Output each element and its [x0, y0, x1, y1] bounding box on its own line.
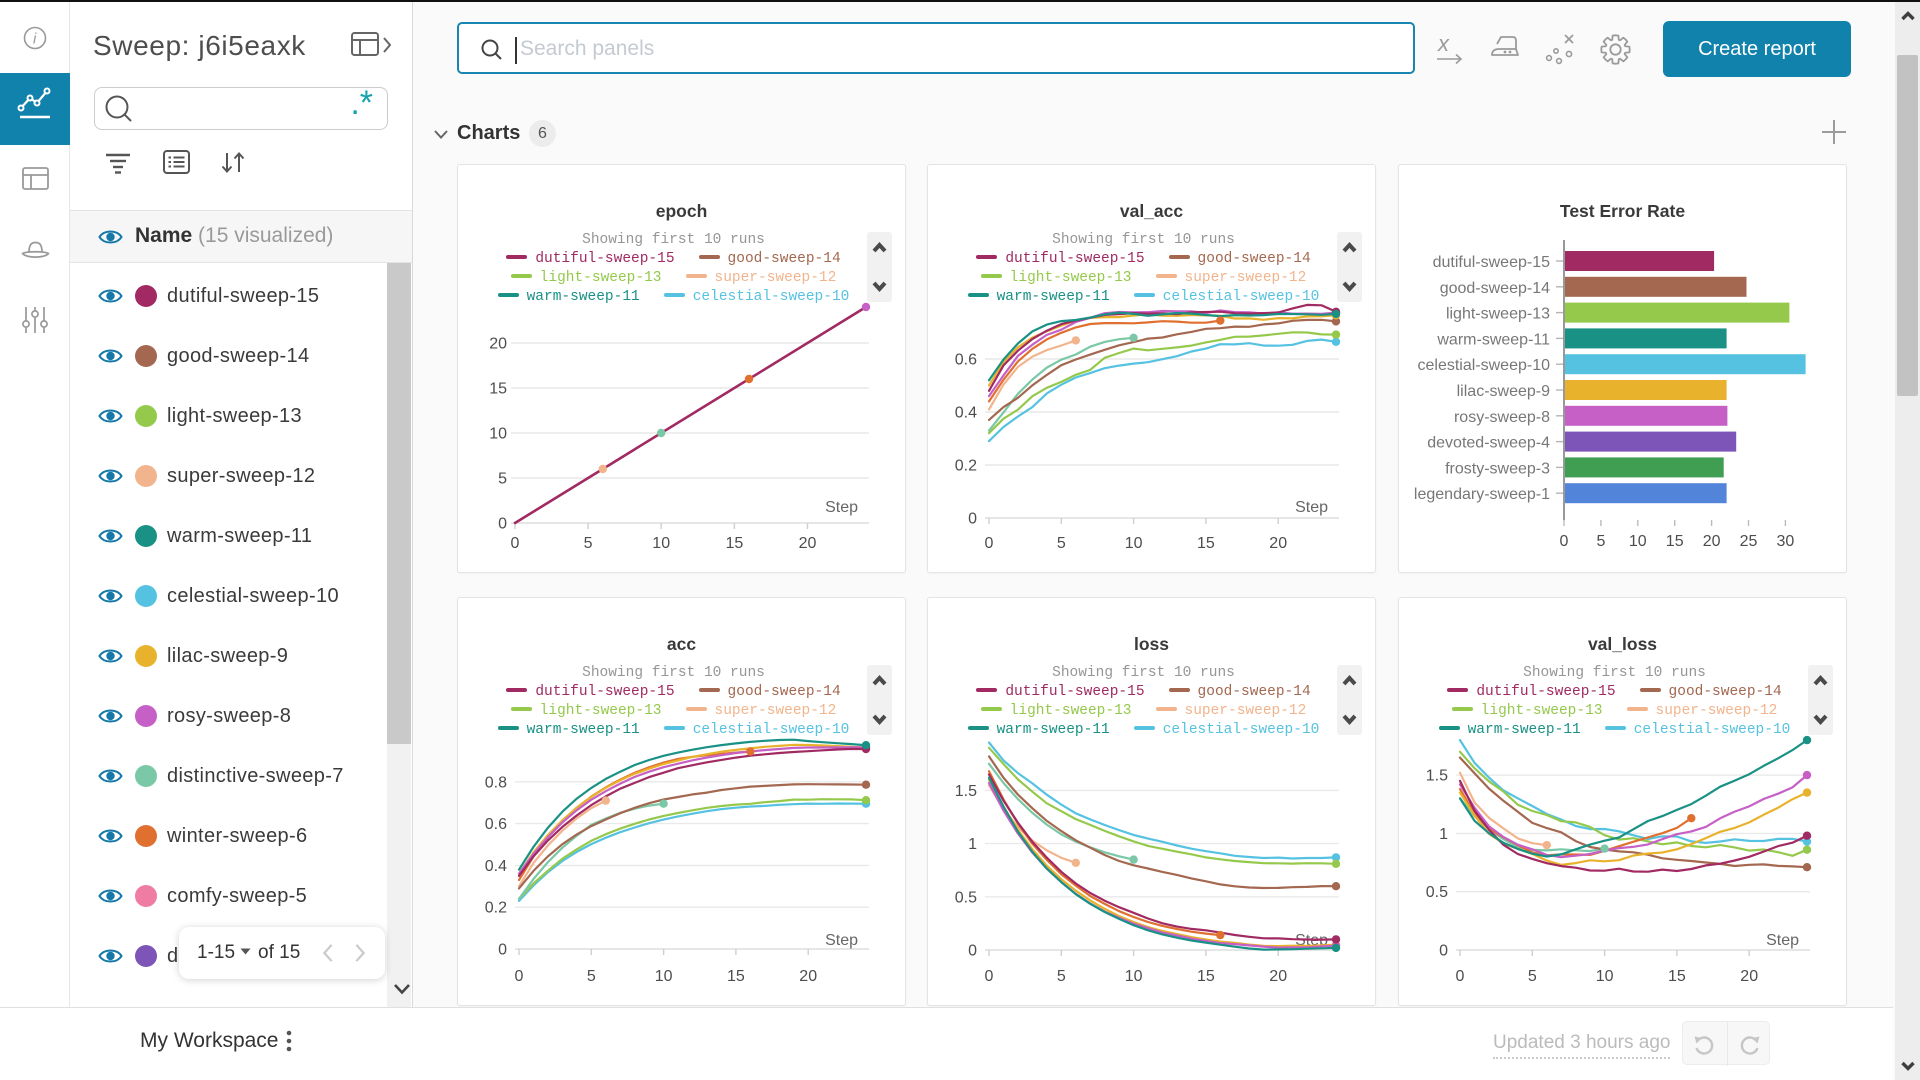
- svg-text:Step: Step: [825, 499, 858, 516]
- svg-text:5: 5: [1596, 533, 1605, 550]
- svg-text:0.2: 0.2: [485, 900, 507, 917]
- svg-text:15: 15: [1197, 968, 1215, 985]
- svg-text:0: 0: [968, 511, 977, 528]
- svg-text:0: 0: [1456, 968, 1465, 985]
- svg-text:1: 1: [968, 836, 977, 853]
- svg-text:5: 5: [1057, 535, 1066, 552]
- svg-text:5: 5: [587, 968, 596, 985]
- svg-text:25: 25: [1740, 533, 1758, 550]
- svg-text:30: 30: [1777, 533, 1795, 550]
- svg-text:i: i: [33, 31, 37, 48]
- svg-text:devoted-sweep-4: devoted-sweep-4: [1427, 435, 1550, 452]
- svg-text:10: 10: [489, 426, 507, 443]
- svg-text:10: 10: [652, 535, 670, 552]
- svg-text:1.5: 1.5: [1426, 768, 1448, 785]
- svg-text:light-sweep-13: light-sweep-13: [1446, 306, 1550, 323]
- svg-text:1.5: 1.5: [955, 783, 977, 800]
- svg-text:0.2: 0.2: [955, 458, 977, 475]
- svg-text:0.6: 0.6: [485, 816, 507, 833]
- svg-text:0.5: 0.5: [1426, 884, 1448, 901]
- svg-text:0.8: 0.8: [485, 774, 507, 791]
- svg-text:0: 0: [498, 942, 507, 959]
- svg-text:Step: Step: [1766, 932, 1799, 949]
- svg-text:15: 15: [726, 535, 744, 552]
- svg-text:0: 0: [968, 943, 977, 960]
- svg-text:celestial-sweep-10: celestial-sweep-10: [1417, 357, 1550, 374]
- svg-text:legendary-sweep-1: legendary-sweep-1: [1414, 486, 1550, 503]
- svg-text:good-sweep-14: good-sweep-14: [1440, 280, 1550, 297]
- svg-text:20: 20: [1269, 968, 1287, 985]
- svg-text:0: 0: [498, 516, 507, 533]
- svg-text:10: 10: [1629, 533, 1647, 550]
- svg-text:0: 0: [1560, 533, 1569, 550]
- svg-text:20: 20: [1703, 533, 1721, 550]
- svg-text:frosty-sweep-3: frosty-sweep-3: [1445, 460, 1550, 477]
- svg-text:15: 15: [1666, 533, 1684, 550]
- svg-text:15: 15: [727, 968, 745, 985]
- svg-text:Step: Step: [1295, 499, 1328, 516]
- svg-text:20: 20: [799, 968, 817, 985]
- svg-text:0: 0: [515, 968, 524, 985]
- svg-text:5: 5: [1057, 968, 1066, 985]
- svg-text:0.4: 0.4: [955, 405, 977, 422]
- svg-text:10: 10: [1125, 535, 1143, 552]
- svg-text:20: 20: [1269, 535, 1287, 552]
- svg-text:10: 10: [1596, 968, 1614, 985]
- svg-text:5: 5: [584, 535, 593, 552]
- svg-text:15: 15: [489, 381, 507, 398]
- svg-text:0: 0: [985, 535, 994, 552]
- svg-text:rosy-sweep-8: rosy-sweep-8: [1454, 409, 1550, 426]
- svg-text:10: 10: [655, 968, 673, 985]
- svg-text:Step: Step: [825, 932, 858, 949]
- svg-text:warm-sweep-11: warm-sweep-11: [1436, 331, 1550, 348]
- svg-text:0.6: 0.6: [955, 352, 977, 369]
- svg-text:dutiful-sweep-15: dutiful-sweep-15: [1433, 254, 1551, 271]
- svg-text:5: 5: [498, 471, 507, 488]
- svg-text:0: 0: [985, 968, 994, 985]
- svg-text:1: 1: [1439, 826, 1448, 843]
- svg-text:lilac-sweep-9: lilac-sweep-9: [1457, 383, 1550, 400]
- svg-text:20: 20: [799, 535, 817, 552]
- svg-text:x: x: [1437, 33, 1450, 56]
- svg-text:15: 15: [1197, 535, 1215, 552]
- svg-text:5: 5: [1528, 968, 1537, 985]
- svg-text:20: 20: [1740, 968, 1758, 985]
- svg-text:0.4: 0.4: [485, 858, 507, 875]
- svg-text:15: 15: [1668, 968, 1686, 985]
- svg-text:0: 0: [511, 535, 520, 552]
- svg-text:0: 0: [1439, 943, 1448, 960]
- svg-text:20: 20: [489, 336, 507, 353]
- svg-text:10: 10: [1125, 968, 1143, 985]
- svg-text:0.5: 0.5: [955, 889, 977, 906]
